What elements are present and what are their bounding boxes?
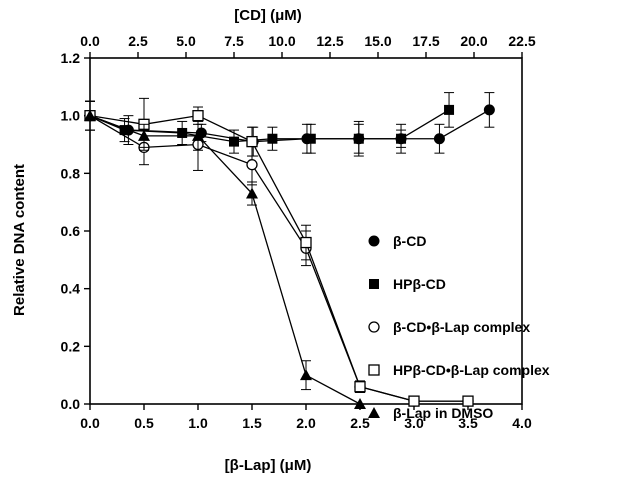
- data-point: [229, 136, 239, 147]
- data-point: [433, 133, 445, 145]
- data-point: [354, 381, 366, 393]
- top-x-tick-label: 15.0: [364, 33, 391, 49]
- x-axis-title: [β-Lap] (μM): [225, 457, 312, 474]
- data-point: [444, 104, 455, 115]
- legend-label: β-CD•β-Lap complex: [393, 319, 530, 335]
- top-x-tick-label: 12.5: [316, 33, 343, 49]
- data-point: [177, 127, 188, 138]
- x-tick-label: 3.5: [458, 415, 478, 431]
- data-point: [305, 133, 316, 144]
- series-layer: [84, 92, 495, 409]
- data-point: [267, 133, 278, 144]
- y-tick-label: 0.2: [61, 338, 81, 354]
- y-tick-label: 0.0: [61, 396, 81, 412]
- top-x-tick-label: 22.5: [508, 33, 535, 49]
- legend-marker: [368, 364, 380, 376]
- y-tick-label: 1.2: [61, 50, 81, 66]
- data-point: [246, 187, 258, 199]
- top-x-tick-label: 0.0: [80, 33, 100, 49]
- data-point: [138, 129, 150, 141]
- data-point: [483, 104, 495, 116]
- data-point: [462, 395, 474, 407]
- top-x-tick-label: 10.0: [268, 33, 295, 49]
- top-x-tick-label: 5.0: [176, 33, 196, 49]
- data-point: [246, 159, 258, 171]
- data-point: [246, 135, 258, 148]
- data-point: [84, 109, 96, 121]
- data-point: [396, 133, 407, 144]
- data-point: [354, 398, 366, 409]
- data-point: [300, 236, 312, 249]
- top-x-tick-label: 17.5: [412, 33, 439, 49]
- legend: β-CD HPβ-CD β-CD•β-Lap complex HPβ-CD•β-Lap…: [368, 233, 550, 421]
- top-x-axis-title: [CD] (μM): [234, 7, 302, 24]
- legend-label: β-CD: [393, 233, 426, 249]
- x-tick-label: 2.0: [296, 415, 316, 431]
- legend-marker: [368, 407, 380, 418]
- data-point: [119, 125, 130, 136]
- series-line: [89, 114, 468, 402]
- axis-ticks: 0.0 0.5 1.0 1.5 2.0 2.5 3.0 3.5 4.0 0.0 2.5 5.0 7.5 1…: [61, 33, 536, 431]
- legend-label: β-Lap in DMSO: [393, 405, 493, 421]
- legend-label: HPβ-CD•β-Lap complex: [393, 362, 550, 378]
- data-point: [300, 369, 312, 381]
- top-x-tick-label: 7.5: [224, 33, 244, 49]
- y-tick-label: 1.0: [61, 108, 81, 124]
- y-axis-title: Relative DNA content: [11, 164, 28, 316]
- series-line: [89, 115, 361, 405]
- x-tick-label: 1.5: [242, 415, 262, 431]
- data-point: [192, 110, 204, 122]
- x-tick-label: 0.5: [134, 415, 154, 431]
- top-x-tick-label: 20.0: [460, 33, 487, 49]
- top-x-tick-label: 2.5: [128, 33, 148, 49]
- series-4: [84, 100, 366, 409]
- legend-marker: [368, 235, 380, 247]
- x-tick-label: 0.0: [80, 415, 100, 431]
- y-tick-label: 0.8: [61, 165, 81, 181]
- data-point: [408, 395, 420, 407]
- legend-marker: [369, 279, 379, 289]
- legend-marker: [368, 321, 380, 333]
- x-tick-label: 2.5: [350, 415, 370, 431]
- series-1: [85, 92, 455, 157]
- y-tick-label: 0.4: [61, 281, 81, 297]
- legend-label: HPβ-CD: [393, 276, 446, 292]
- x-tick-label: 3.0: [404, 415, 424, 431]
- x-tick-label: 4.0: [512, 415, 532, 431]
- x-tick-label: 1.0: [188, 415, 208, 431]
- y-tick-label: 0.6: [61, 223, 81, 239]
- data-point: [353, 133, 364, 144]
- data-point: [192, 129, 204, 141]
